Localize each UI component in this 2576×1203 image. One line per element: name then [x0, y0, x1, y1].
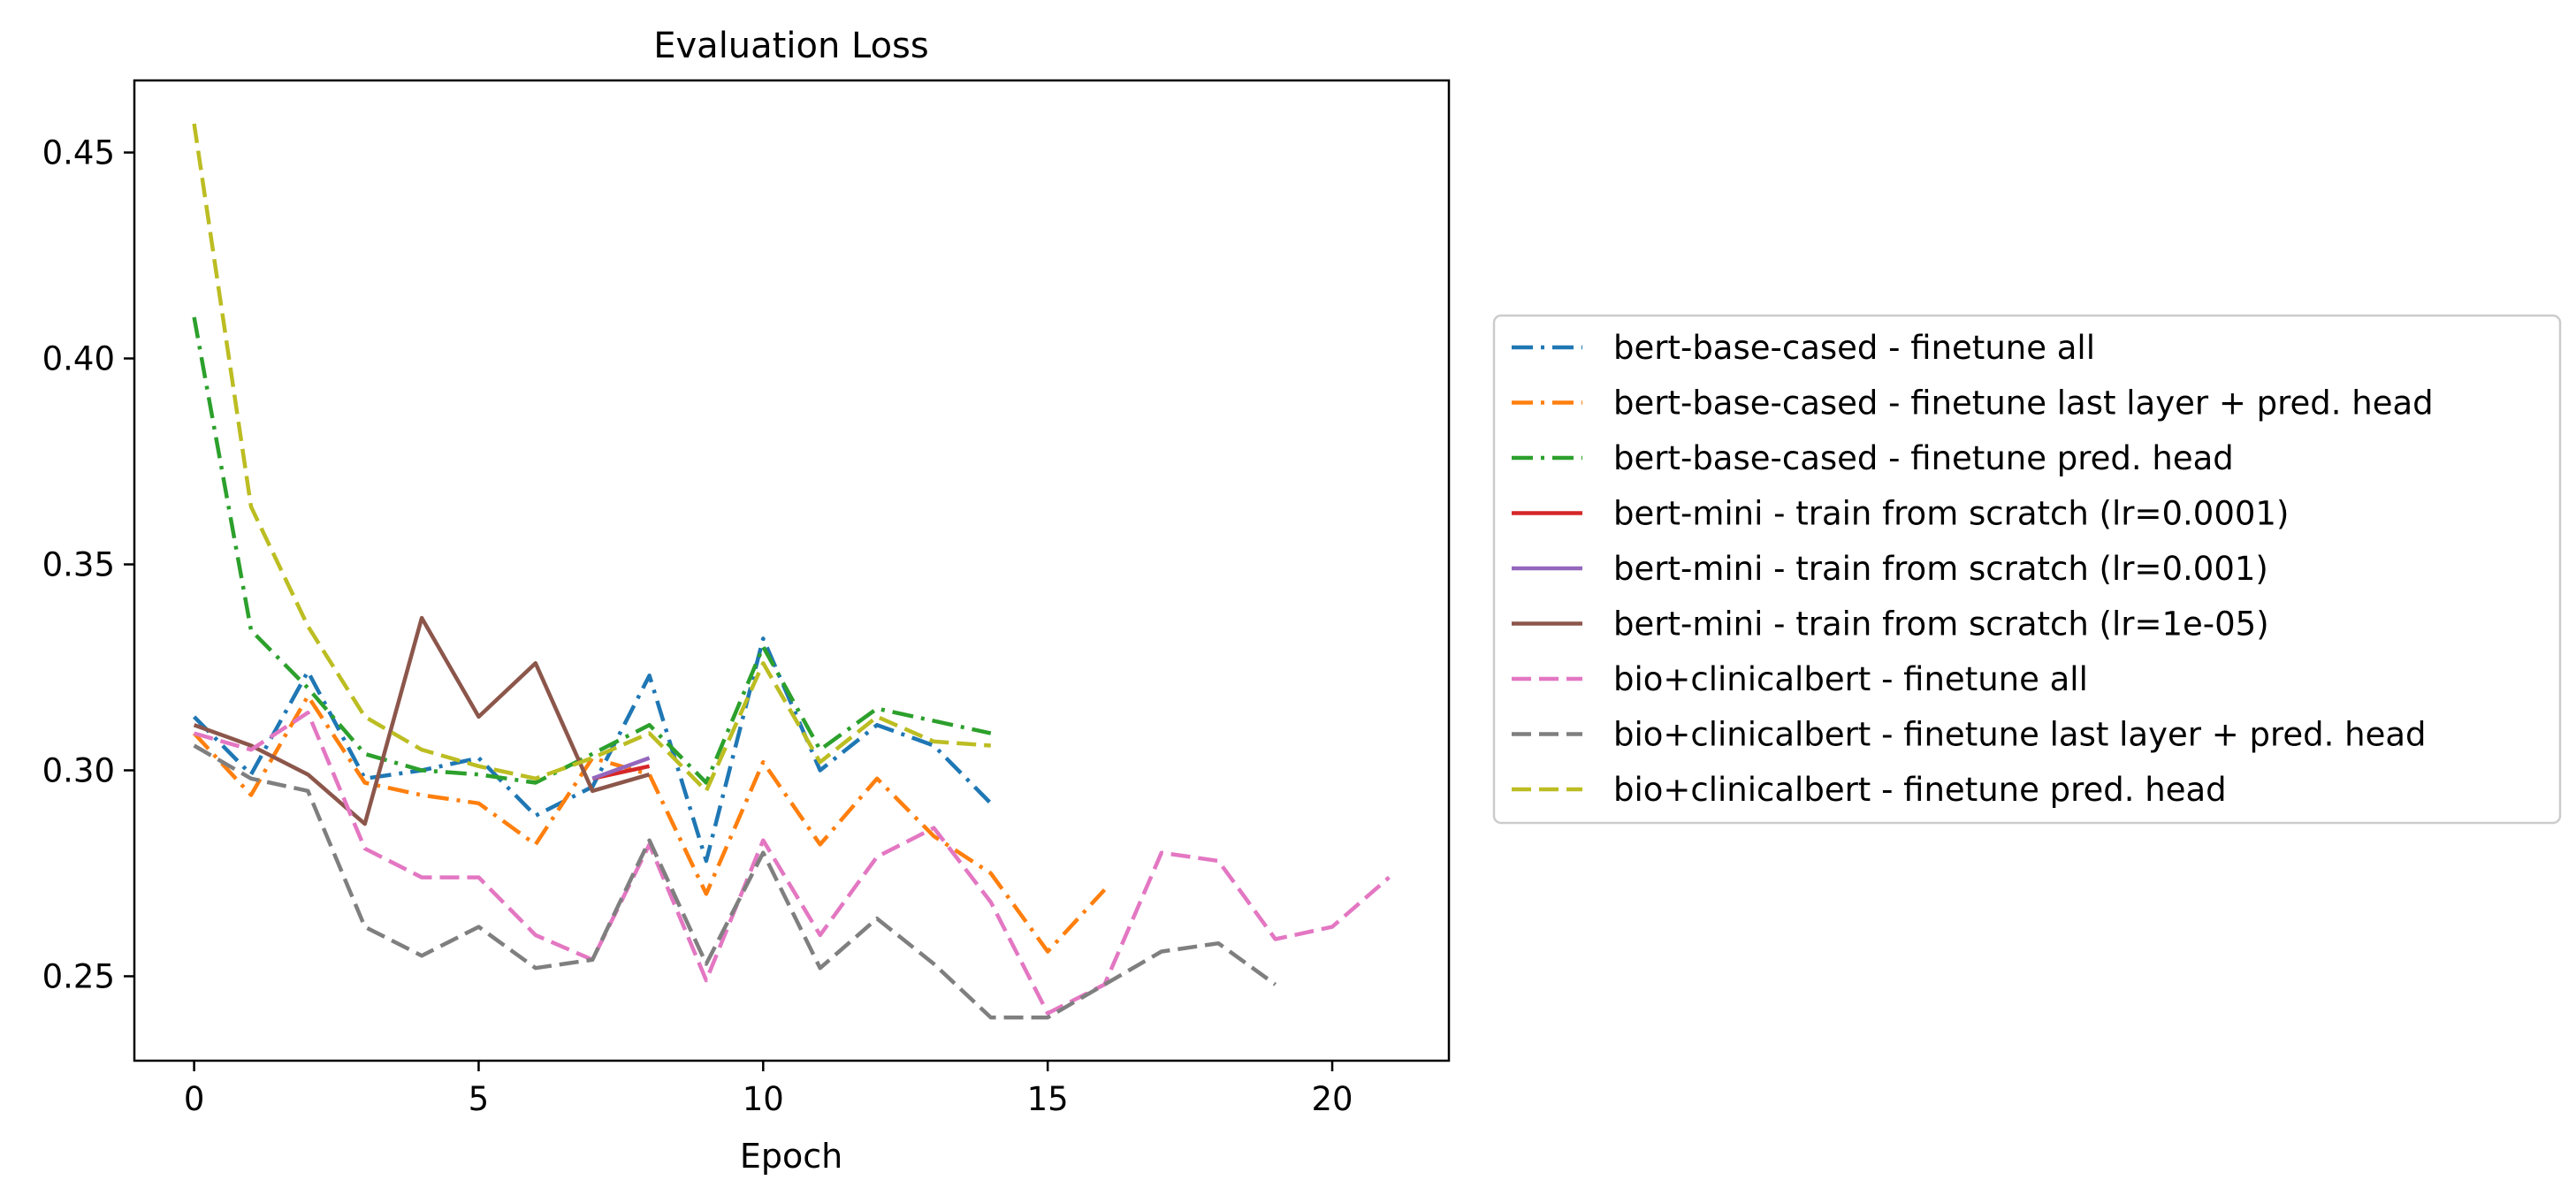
x-axis: 0 5 10 15 20 — [184, 1061, 1353, 1118]
x-tick-label: 15 — [1027, 1080, 1069, 1118]
legend-label: bio+clinicalbert - finetune last layer +… — [1613, 716, 2427, 754]
chart-title: Evaluation Loss — [653, 26, 929, 66]
series-line-0 — [192, 636, 993, 864]
legend-label: bert-base-cased - finetune all — [1613, 329, 2095, 367]
x-tick-label: 5 — [469, 1080, 490, 1118]
series-line-7 — [193, 743, 1277, 1020]
y-axis: 0.25 0.30 0.35 0.40 0.45 — [42, 134, 134, 995]
legend-label: bert-base-cased - finetune pred. head — [1613, 439, 2234, 477]
series-line-4 — [591, 756, 651, 780]
legend-label: bert-mini - train from scratch (lr=0.001… — [1613, 550, 2268, 588]
series-line-6 — [193, 711, 1391, 1016]
y-tick-label: 0.30 — [42, 751, 115, 789]
y-tick-label: 0.35 — [42, 546, 115, 584]
x-tick-label: 10 — [743, 1080, 784, 1118]
legend-label: bio+clinicalbert - finetune all — [1613, 660, 2088, 698]
y-tick-label: 0.25 — [42, 957, 115, 995]
series-lines — [192, 123, 1391, 1020]
legend-label: bert-mini - train from scratch (lr=0.000… — [1613, 495, 2289, 533]
legend-frame — [1492, 314, 2562, 825]
series-line-2 — [192, 316, 992, 785]
series-line-5 — [193, 615, 651, 826]
legend-label: bert-mini - train from scratch (lr=1e-05… — [1613, 605, 2269, 643]
legend-label: bio+clinicalbert - finetune pred. head — [1613, 771, 2227, 809]
legend-label: bert-base-cased - finetune last layer + … — [1613, 385, 2434, 423]
x-axis-label: Epoch — [740, 1137, 842, 1176]
plot-frame — [133, 79, 1451, 1062]
x-tick-label: 0 — [184, 1080, 205, 1118]
y-tick-label: 0.45 — [42, 134, 115, 172]
series-line-8 — [192, 123, 991, 794]
legend: bert-base-cased - finetune all bert-base-… — [1492, 314, 2562, 825]
y-tick-label: 0.40 — [42, 340, 115, 378]
x-tick-label: 20 — [1311, 1080, 1353, 1118]
